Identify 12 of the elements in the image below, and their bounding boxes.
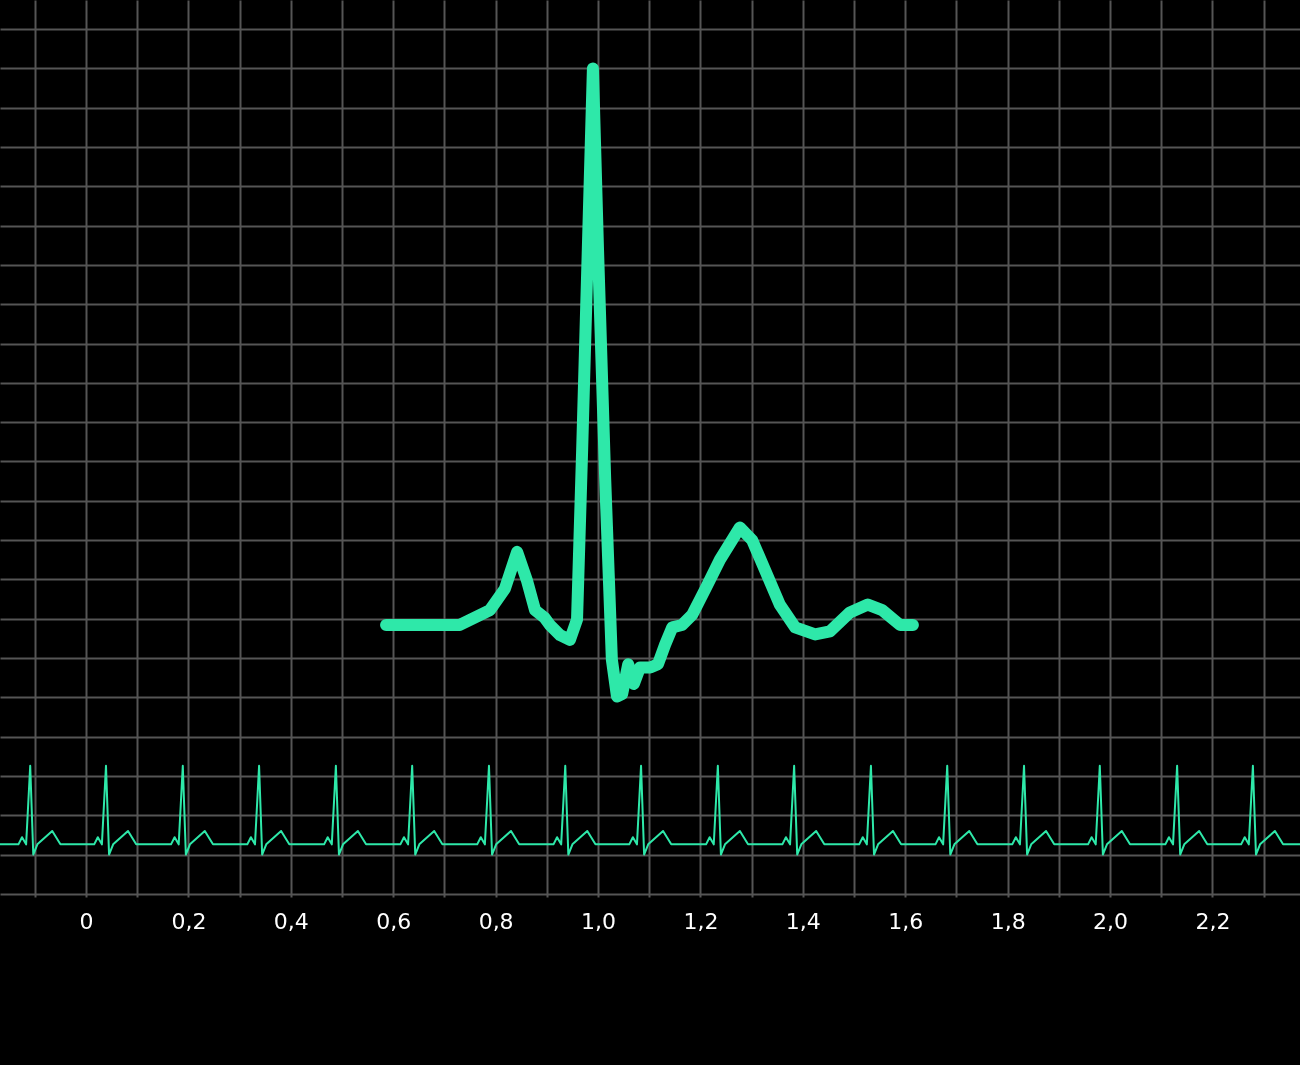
x-tick-label: 1,6 bbox=[888, 908, 924, 934]
x-tick-label: 2,2 bbox=[1195, 908, 1231, 934]
x-tick-label: 1,4 bbox=[785, 908, 821, 934]
x-tick-label: 1,0 bbox=[581, 908, 617, 934]
x-tick-label: 1,8 bbox=[990, 908, 1026, 934]
x-tick-label: 0 bbox=[79, 908, 94, 934]
x-tick-label: 0,4 bbox=[273, 908, 309, 934]
x-tick-label: 2,0 bbox=[1093, 908, 1129, 934]
x-tick-label: 0,6 bbox=[376, 908, 412, 934]
x-tick-label: 0,2 bbox=[171, 908, 207, 934]
x-tick-label: 0,8 bbox=[478, 908, 514, 934]
x-tick-label: 1,2 bbox=[683, 908, 719, 934]
